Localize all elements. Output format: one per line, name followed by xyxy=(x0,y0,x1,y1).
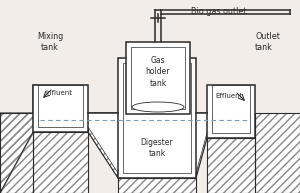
Text: Outlet
tank: Outlet tank xyxy=(255,32,280,52)
Polygon shape xyxy=(207,113,212,138)
Polygon shape xyxy=(118,178,196,193)
Text: Mixing
tank: Mixing tank xyxy=(37,32,63,52)
Polygon shape xyxy=(88,113,118,173)
Polygon shape xyxy=(0,85,38,193)
Polygon shape xyxy=(255,113,300,193)
Bar xyxy=(123,63,191,173)
Polygon shape xyxy=(33,113,38,132)
Bar xyxy=(131,47,185,109)
Polygon shape xyxy=(33,132,88,193)
Polygon shape xyxy=(0,113,33,193)
Polygon shape xyxy=(250,113,255,138)
Bar xyxy=(33,85,88,132)
Text: Bio gas outlet: Bio gas outlet xyxy=(191,7,247,15)
Text: Effluent: Effluent xyxy=(216,93,243,99)
Bar xyxy=(126,42,190,114)
Bar xyxy=(207,85,255,138)
Polygon shape xyxy=(207,138,255,193)
Text: Gas
holder
tank: Gas holder tank xyxy=(146,56,170,88)
Polygon shape xyxy=(83,113,88,132)
Polygon shape xyxy=(88,113,118,178)
Bar xyxy=(118,58,196,178)
Polygon shape xyxy=(196,113,207,173)
Polygon shape xyxy=(196,113,207,178)
Text: Digester
tank: Digester tank xyxy=(141,138,173,158)
Bar xyxy=(38,85,83,127)
Bar xyxy=(212,85,250,133)
Ellipse shape xyxy=(132,102,184,112)
Text: Influent: Influent xyxy=(45,90,72,96)
